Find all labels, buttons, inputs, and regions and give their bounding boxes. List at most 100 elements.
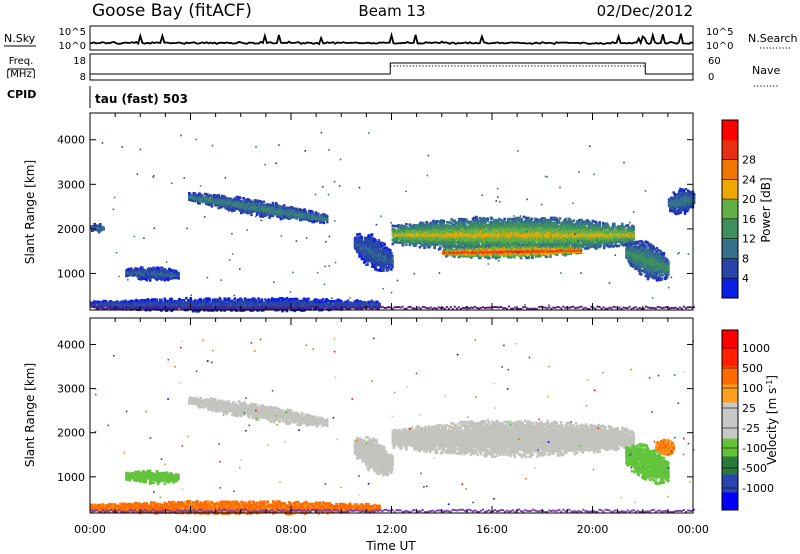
scatter-cell (491, 217, 494, 221)
scatter-cell (442, 244, 445, 247)
scatter-cell (553, 216, 556, 220)
scatter-cell (570, 220, 573, 224)
scatter-cell (527, 216, 530, 220)
scatter-cell (530, 217, 534, 221)
scatter-cell (632, 225, 635, 229)
scatter-cell (373, 237, 376, 241)
scatter-cell (584, 222, 588, 226)
scatter-cell (293, 207, 296, 210)
scatter-cell (374, 242, 377, 246)
scatter-cell (428, 244, 432, 248)
scatter-cell (376, 247, 379, 250)
scatter-cell (522, 215, 526, 219)
scatter-cell (463, 222, 467, 226)
scatter-cell (613, 222, 616, 226)
freq-tick-bottom: 8 (80, 72, 86, 83)
scatter-cell (518, 216, 521, 220)
scatter-cell (462, 242, 466, 246)
scatter-cell (405, 243, 408, 246)
scatter-cell (303, 208, 306, 211)
scatter-cell (257, 211, 260, 214)
scatter-cell (408, 243, 412, 247)
scatter-cell (632, 227, 635, 231)
scatter-cell (465, 218, 468, 221)
scatter-cell (391, 258, 394, 261)
scatter-cell (390, 252, 393, 255)
scatter-cell (235, 207, 239, 211)
scatter-cell (233, 209, 236, 212)
scatter-cell (322, 221, 326, 225)
scatter-cell (360, 257, 364, 261)
scatter-cell (627, 237, 631, 241)
date-title: 02/Dec/2012 (597, 2, 693, 20)
scatter-cell (360, 238, 364, 242)
scatter-cell (374, 239, 377, 242)
power-scatter (90, 131, 696, 313)
scatter-cell (316, 212, 320, 216)
scatter-cell (446, 253, 449, 257)
scatter-cell (290, 206, 294, 209)
scatter-cell (242, 197, 245, 200)
scatter-cell (458, 217, 461, 221)
scatter-cell (250, 213, 253, 217)
scatter-cell (401, 242, 405, 246)
scatter-cell (618, 225, 622, 228)
scatter-cell (520, 217, 523, 221)
scatter-cell (433, 246, 436, 250)
scatter-cell (420, 244, 424, 247)
scatter-cell (283, 204, 286, 207)
scatter-cell (278, 215, 281, 219)
scatter-cell (619, 241, 623, 244)
scatter-cell (530, 220, 534, 224)
nsky-panel: N.Sky 10^5 10^0 10^5 10^0 N.Search (4, 25, 798, 52)
scatter-cell (481, 243, 485, 247)
scatter-cell (454, 245, 458, 248)
scatter-cell (371, 263, 375, 267)
station-title: Goose Bay (fitACF) (92, 1, 252, 21)
freq-panel: Freq. [MHz] 18 8 60 0 Nave (6, 53, 780, 87)
scatter-cell (598, 224, 601, 227)
scatter-cell (557, 224, 561, 228)
scatter-cell (595, 221, 598, 224)
scatter-cell (273, 204, 277, 207)
freq-frame (89, 53, 694, 81)
scatter-cell (534, 242, 537, 245)
scatter-cell (311, 211, 314, 214)
scatter-cell (602, 246, 606, 249)
scatter-cell (610, 241, 614, 244)
scatter-cell (261, 213, 265, 216)
scatter-cell (251, 210, 254, 213)
scatter-cell (472, 225, 476, 228)
scatter-cell (433, 243, 436, 246)
scatter-cell (424, 242, 427, 245)
scatter-cell (623, 225, 626, 229)
scatter-cell (509, 217, 512, 221)
scatter-cell (215, 204, 218, 207)
scatter-cell (214, 194, 217, 197)
scatter-cell (217, 206, 220, 210)
scatter-cell (380, 241, 384, 245)
scatter-cell (476, 219, 479, 222)
scatter-cell (588, 240, 591, 243)
scatter-cell (383, 242, 386, 246)
scatter-cell (255, 213, 259, 216)
scatter-cell (578, 218, 581, 222)
scatter-cell (557, 221, 561, 225)
scatter-cell (445, 221, 449, 224)
scatter-cell (235, 200, 239, 203)
cpid-value: tau (fast) 503 (95, 92, 188, 106)
scatter-cell (545, 219, 548, 222)
scatter-cell (391, 264, 394, 268)
scatter-cell (259, 215, 262, 218)
scatter-cell (583, 224, 587, 228)
beam-title: Beam 13 (358, 2, 425, 20)
scatter-cell (578, 242, 581, 245)
scatter-cell (561, 221, 564, 224)
scatter-cell (299, 218, 303, 222)
nsky-tick-top: 10^5 (59, 27, 86, 38)
scatter-cell (586, 244, 589, 248)
scatter-cell (552, 218, 555, 222)
scatter-cell (376, 241, 379, 244)
nave-tick-top: 60 (708, 56, 721, 67)
scatter-cell (601, 221, 605, 225)
